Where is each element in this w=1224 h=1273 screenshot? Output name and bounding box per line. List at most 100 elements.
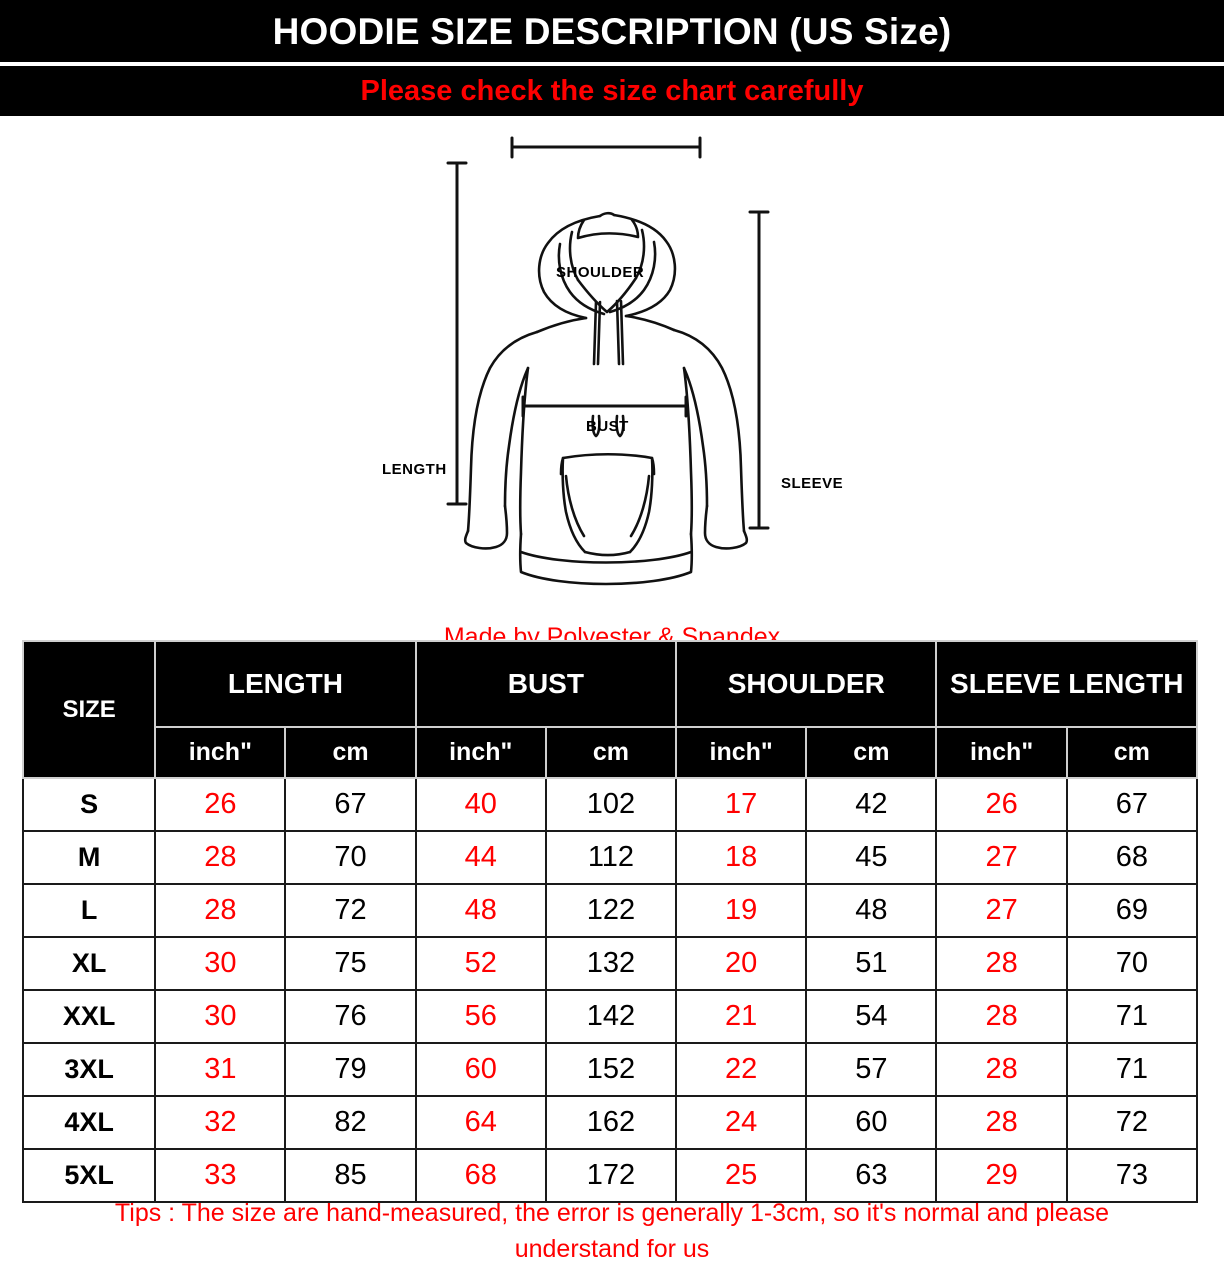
cell-inch: 22: [675, 1042, 808, 1097]
length-dimension-line: [446, 161, 468, 506]
cell-cm: 51: [805, 936, 938, 991]
cell-inch: 40: [414, 777, 547, 832]
cell-cm: 71: [1065, 1042, 1199, 1097]
table-row: XL 30 75 52 132 20 51 28 70: [21, 936, 1199, 991]
cell-inch: 31: [154, 1042, 287, 1097]
cell-inch: 20: [675, 936, 808, 991]
table-head: SIZE LENGTH BUST SHOULDER SLEEVE LENGTH …: [21, 640, 1199, 779]
cell-cm: 172: [544, 1148, 678, 1203]
cell-cm: 60: [805, 1095, 938, 1150]
page-title: HOODIE SIZE DESCRIPTION (US Size): [272, 10, 952, 52]
hoodie-diagram: SHOULDER LENGTH BUST SLEEVE: [0, 116, 1224, 621]
cell-cm: 72: [1065, 1095, 1199, 1150]
table-row: 3XL 31 79 60 152 22 57 28 71: [21, 1042, 1199, 1097]
cell-cm: 152: [544, 1042, 678, 1097]
cell-cm: 42: [805, 777, 938, 832]
cell-inch: 64: [414, 1095, 547, 1150]
cell-cm: 67: [1065, 777, 1199, 832]
cell-inch: 28: [935, 936, 1068, 991]
cell-size: S: [21, 777, 157, 832]
bust-dimension-line: [521, 395, 688, 418]
table-group-header-row: SIZE LENGTH BUST SHOULDER SLEEVE LENGTH: [21, 640, 1198, 779]
cell-cm: 54: [805, 989, 938, 1044]
cell-cm: 68: [1065, 830, 1199, 885]
subtitle-band: Please check the size chart carefully: [0, 66, 1224, 116]
cell-inch: 19: [675, 883, 808, 938]
cell-inch: 68: [414, 1148, 547, 1203]
table-row: L 28 72 48 122 19 48 27 69: [21, 883, 1199, 938]
cell-cm: 72: [284, 883, 417, 938]
cell-cm: 63: [805, 1148, 938, 1203]
cell-inch: 28: [154, 830, 287, 885]
header-unit-bust-inch: inch": [414, 726, 547, 779]
table-unit-header-row: inch" cm inch" cm inch" cm inch" cm: [23, 726, 1199, 779]
header-unit-bust-cm: cm: [544, 726, 678, 779]
table-body: S 26 67 40 102 17 42 26 67 M 28 70 44 112 18 45 27 68 L 28 7…: [21, 777, 1199, 1203]
cell-inch: 28: [935, 989, 1068, 1044]
cell-inch: 48: [414, 883, 547, 938]
cell-cm: 122: [544, 883, 678, 938]
page-subtitle: Please check the size chart carefully: [360, 74, 864, 107]
shoulder-label: SHOULDER: [556, 264, 645, 281]
cell-cm: 48: [805, 883, 938, 938]
cell-cm: 71: [1065, 989, 1199, 1044]
cell-inch: 25: [675, 1148, 808, 1203]
band-divider: [0, 62, 1224, 66]
title-band: HOODIE SIZE DESCRIPTION (US Size): [0, 0, 1224, 62]
table-row: 5XL 33 85 68 172 25 63 29 73: [21, 1148, 1199, 1203]
cell-inch: 17: [675, 777, 808, 832]
cell-inch: 18: [675, 830, 808, 885]
hoodie-illustration-svg: [446, 136, 770, 586]
tips-line-2: understand for us: [514, 1234, 710, 1263]
header-group-bust: BUST: [414, 640, 678, 728]
cell-inch: 30: [154, 936, 287, 991]
cell-inch: 30: [154, 989, 287, 1044]
tips-line-1: Tips : The size are hand-measured, the e…: [114, 1199, 1110, 1227]
cell-cm: 162: [544, 1095, 678, 1150]
table-row: S 26 67 40 102 17 42 26 67: [21, 777, 1199, 832]
shoulder-dimension-line: [510, 136, 702, 159]
cell-cm: 112: [544, 830, 678, 885]
header-size: SIZE: [21, 640, 157, 779]
cell-inch: 26: [935, 777, 1068, 832]
length-label: LENGTH: [382, 461, 447, 478]
cell-size: L: [21, 883, 157, 938]
cell-cm: 67: [284, 777, 417, 832]
table-row: 4XL 32 82 64 162 24 60 28 72: [21, 1095, 1199, 1150]
cell-cm: 142: [544, 989, 678, 1044]
cell-inch: 29: [935, 1148, 1068, 1203]
sleeve-label: SLEEVE: [781, 475, 844, 492]
cell-inch: 60: [414, 1042, 547, 1097]
cell-inch: 26: [154, 777, 287, 832]
cell-cm: 73: [1065, 1148, 1199, 1203]
cell-cm: 69: [1065, 883, 1199, 938]
table-row: XXL 30 76 56 142 21 54 28 71: [21, 989, 1199, 1044]
bust-label: BUST: [586, 418, 629, 435]
cell-inch: 28: [935, 1042, 1068, 1097]
size-table: SIZE LENGTH BUST SHOULDER SLEEVE LENGTH …: [21, 640, 1199, 1203]
cell-inch: 33: [154, 1148, 287, 1203]
cell-cm: 70: [1065, 936, 1199, 991]
cell-cm: 45: [805, 830, 938, 885]
cell-inch: 28: [935, 1095, 1068, 1150]
cell-inch: 44: [414, 830, 547, 885]
sleeve-dimension-line: [748, 210, 770, 530]
size-table-wrapper: SIZE LENGTH BUST SHOULDER SLEEVE LENGTH …: [21, 640, 1199, 1203]
cell-cm: 102: [544, 777, 678, 832]
cell-inch: 28: [154, 883, 287, 938]
header-unit-shoulder-inch: inch": [675, 726, 808, 779]
cell-cm: 85: [284, 1148, 417, 1203]
cell-cm: 70: [284, 830, 417, 885]
cell-inch: 32: [154, 1095, 287, 1150]
cell-size: 4XL: [21, 1095, 157, 1150]
cell-inch: 52: [414, 936, 547, 991]
header-unit-shoulder-cm: cm: [805, 726, 938, 779]
cell-size: 5XL: [21, 1148, 157, 1203]
cell-size: XXL: [21, 989, 157, 1044]
cell-size: XL: [21, 936, 157, 991]
cell-inch: 21: [675, 989, 808, 1044]
header-unit-length-cm: cm: [284, 726, 417, 779]
header-unit-length-inch: inch": [154, 726, 287, 779]
cell-inch: 27: [935, 883, 1068, 938]
